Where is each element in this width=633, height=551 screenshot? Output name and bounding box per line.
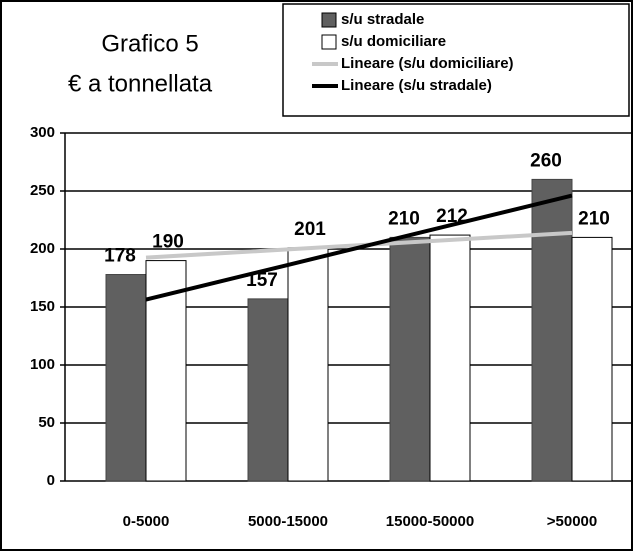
y-tick-label: 300 — [30, 124, 55, 141]
bar — [287, 247, 329, 482]
legend-label: Lineare (s/u domiciliare) — [341, 55, 514, 72]
x-tick-label: >50000 — [547, 513, 597, 530]
bar — [105, 274, 147, 482]
bar — [571, 236, 613, 482]
legend-label: s/u stradale — [341, 11, 424, 28]
data-label: 190 — [152, 232, 184, 253]
chart-subtitle: € a tonnellata — [68, 70, 213, 97]
y-tick-label: 250 — [30, 182, 55, 199]
x-tick-label: 15000-50000 — [386, 513, 474, 530]
y-tick-label: 0 — [47, 472, 55, 489]
trend-line — [145, 193, 573, 302]
data-label: 210 — [578, 208, 610, 229]
y-tick-label: 150 — [30, 298, 55, 315]
legend-swatch — [321, 34, 337, 50]
bar — [429, 234, 471, 482]
chart-title: Grafico 5 — [101, 30, 198, 57]
data-label: 178 — [104, 246, 136, 267]
legend-label: Lineare (s/u stradale) — [341, 77, 492, 94]
legend-swatch — [321, 12, 337, 28]
x-tick-label: 5000-15000 — [248, 513, 328, 530]
legend-box — [282, 3, 630, 117]
data-label: 201 — [294, 219, 326, 240]
y-tick-label: 100 — [30, 356, 55, 373]
plot: 0 50 100 150 200 250 300 0-5000 178 190 5000-15000… — [30, 124, 633, 530]
y-tick-label: 50 — [38, 414, 55, 431]
data-label: 210 — [388, 208, 420, 229]
data-label: 260 — [530, 150, 562, 171]
legend-label: s/u domiciliare — [341, 33, 446, 50]
x-tick-label: 0-5000 — [123, 513, 170, 530]
trend-line — [145, 230, 573, 260]
bar — [389, 236, 431, 482]
bar — [531, 178, 573, 482]
bar — [247, 298, 289, 482]
y-tick-label: 200 — [30, 240, 55, 257]
